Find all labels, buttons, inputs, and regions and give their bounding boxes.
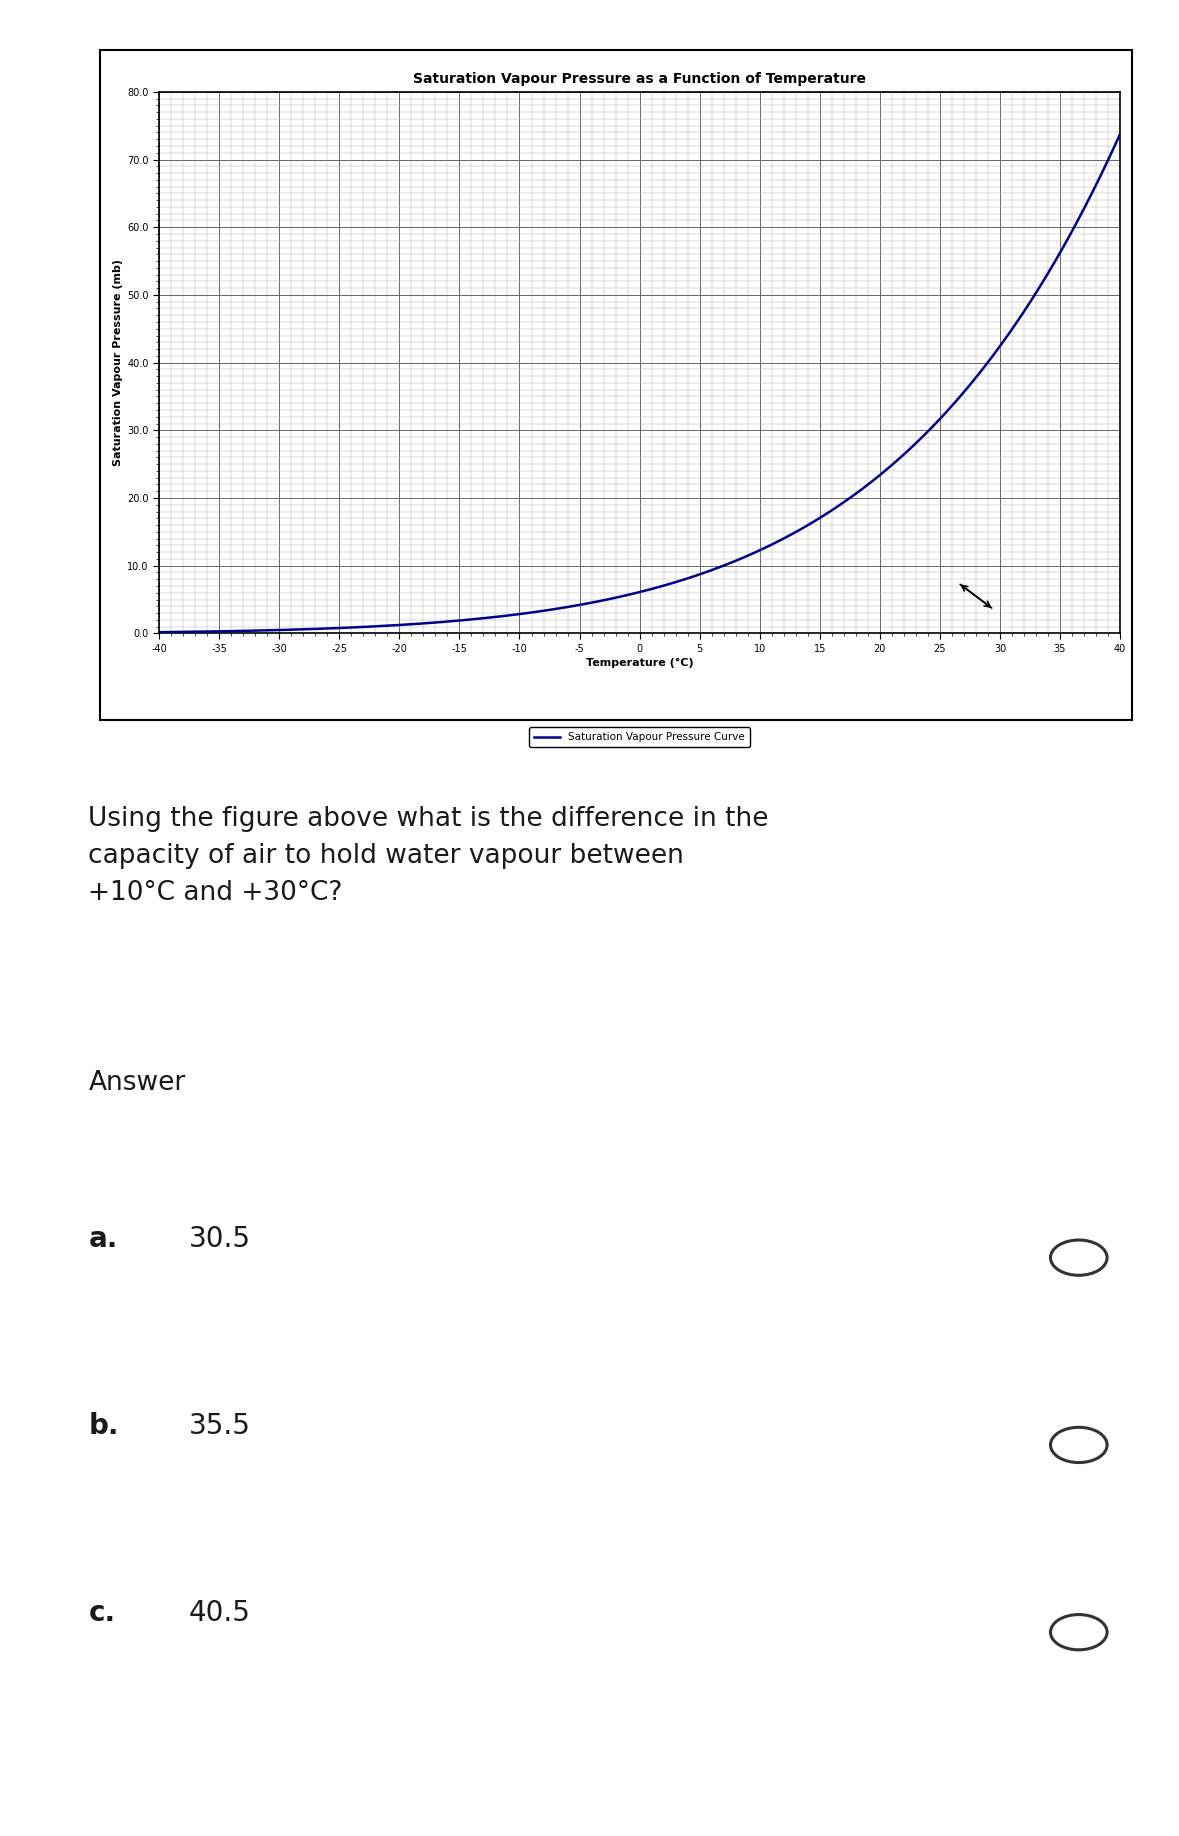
Text: b.: b.: [88, 1412, 119, 1439]
Saturation Vapour Pressure Curve: [1113, 123, 1127, 145]
Text: a.: a.: [88, 1225, 118, 1252]
Saturation Vapour Pressure Curve: [1089, 173, 1104, 195]
Saturation Vapour Pressure Curve: [608, 588, 623, 610]
Line: Saturation Vapour Pressure Curve: Saturation Vapour Pressure Curve: [159, 134, 1120, 632]
Text: 40.5: 40.5: [189, 1599, 250, 1627]
Saturation Vapour Pressure Curve: [152, 621, 166, 643]
Text: 35.5: 35.5: [189, 1412, 250, 1439]
Text: Using the figure above what is the difference in the
capacity of air to hold wat: Using the figure above what is the diffe…: [88, 806, 769, 905]
Text: Answer: Answer: [88, 1070, 185, 1096]
Saturation Vapour Pressure Curve: [724, 551, 738, 573]
Legend: Saturation Vapour Pressure Curve: Saturation Vapour Pressure Curve: [529, 727, 750, 747]
Title: Saturation Vapour Pressure as a Function of Temperature: Saturation Vapour Pressure as a Function…: [413, 72, 867, 86]
Saturation Vapour Pressure Curve: [614, 586, 628, 608]
Text: 30.5: 30.5: [189, 1225, 251, 1252]
Saturation Vapour Pressure Curve: [672, 569, 686, 591]
X-axis label: Temperature (°C): Temperature (°C): [586, 657, 693, 668]
Y-axis label: Saturation Vapour Pressure (mb): Saturation Vapour Pressure (mb): [113, 259, 123, 466]
Saturation Vapour Pressure Curve: [940, 400, 954, 422]
Text: c.: c.: [88, 1599, 116, 1627]
